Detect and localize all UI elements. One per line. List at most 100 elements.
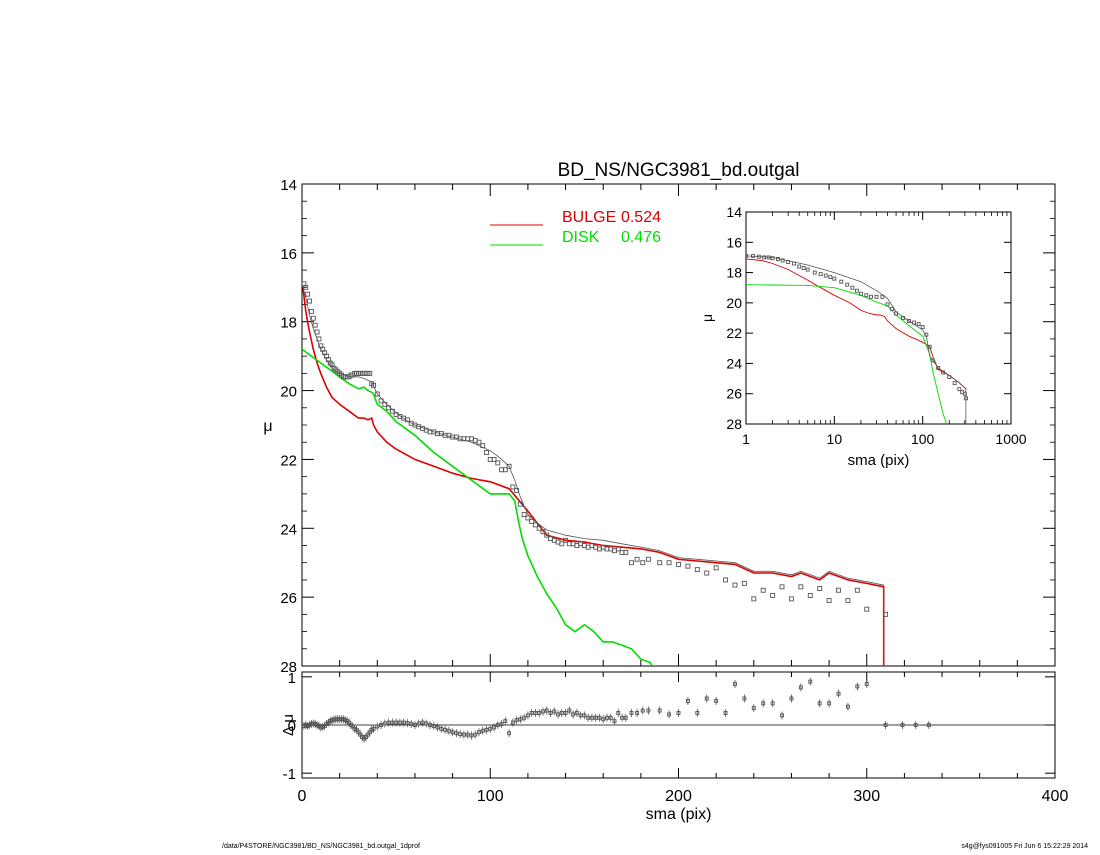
residual-data-point — [559, 711, 564, 715]
inset-data-point — [756, 254, 761, 259]
residual-data-point — [533, 711, 538, 715]
main-data-point — [563, 537, 568, 543]
main-data-point — [525, 515, 531, 521]
main-data-point — [374, 391, 380, 397]
residual-y-axis-label: Δ μ — [280, 714, 297, 736]
x-tick-label: 100 — [477, 788, 504, 805]
main-bulge-line — [302, 287, 885, 666]
inset-data-point — [766, 255, 771, 260]
main-data-point — [615, 546, 621, 552]
residual-data-point — [390, 720, 395, 725]
y-tick-label: 28 — [280, 659, 297, 676]
residual-data-point — [488, 726, 493, 731]
inset-data-point — [901, 316, 906, 320]
main-data-point — [836, 587, 841, 593]
main-data-point — [305, 291, 311, 297]
legend-bulge-value: 0.524 — [621, 209, 661, 226]
inset-data-point — [812, 270, 817, 275]
inset-data-point — [864, 293, 869, 298]
residual-data-point — [864, 682, 869, 686]
residual-data-point — [574, 711, 579, 715]
residual-data-point — [458, 732, 463, 737]
residual-data-point — [477, 730, 481, 735]
inset-data-point — [964, 396, 969, 401]
residual-data-point — [685, 698, 690, 703]
inset-y-tick-label: 24 — [726, 355, 742, 371]
y-tick-label: 24 — [280, 521, 297, 538]
main-data-point — [676, 561, 681, 567]
y-tick-label: 14 — [280, 177, 297, 194]
residual-data-point — [601, 717, 606, 722]
main-data-point — [864, 606, 870, 612]
main-data-point — [817, 586, 823, 591]
residual-data-point — [446, 728, 451, 733]
inset-disk-line — [746, 284, 947, 424]
inset-data-point — [927, 344, 932, 349]
main-data-point — [521, 512, 527, 517]
residual-data-point — [495, 723, 500, 727]
residual-data-point — [646, 708, 651, 713]
residual-data-point — [620, 715, 624, 720]
inset-data-point — [786, 260, 791, 264]
residual-data-point — [714, 698, 719, 703]
inset-data-point — [962, 391, 967, 396]
main-data-point — [484, 450, 489, 455]
main-data-point — [666, 560, 672, 566]
residual-data-point — [397, 720, 402, 725]
inset-data-point — [916, 322, 921, 327]
residual-data-point — [563, 711, 568, 715]
inset-data-point — [947, 375, 952, 380]
inset-y-tick-label: 20 — [726, 295, 742, 311]
x-tick-label: 300 — [853, 788, 880, 805]
inset-data-point — [792, 261, 797, 266]
inset-data-point — [850, 285, 855, 290]
main-data-point — [480, 443, 486, 449]
inset-x-tick-label: 10 — [827, 431, 843, 447]
main-data-point — [495, 460, 501, 466]
residual-data-point — [593, 715, 598, 720]
inset-y-tick-label: 18 — [726, 265, 742, 281]
main-data-point — [713, 565, 719, 571]
main-disk-line — [302, 348, 653, 666]
main-data-point — [704, 570, 710, 576]
residual-data-point — [817, 701, 822, 706]
main-data-point — [308, 308, 314, 314]
main-data-point — [685, 563, 691, 569]
main-data-point — [723, 577, 729, 583]
main-data-point — [382, 401, 388, 407]
residual-data-point — [465, 732, 470, 737]
residual-data-point — [514, 718, 519, 723]
main-data-point — [506, 463, 512, 469]
residual-data-point — [751, 706, 756, 711]
residual-data-point — [405, 721, 410, 726]
y-tick-label: 22 — [280, 452, 297, 469]
main-data-point — [310, 315, 316, 321]
main-data-point — [807, 592, 813, 598]
main-data-point — [770, 592, 776, 598]
main-data-point — [751, 596, 757, 602]
residual-data-point — [529, 711, 534, 715]
residual-data-point — [855, 684, 860, 689]
residual-data-point — [567, 708, 572, 713]
inset-model-total-line — [746, 255, 967, 424]
inset-data-point — [936, 366, 941, 370]
y-tick-label: 26 — [280, 590, 297, 607]
residual-data-point — [522, 715, 527, 720]
residual-data-point — [845, 704, 850, 709]
main-data-point — [502, 467, 508, 473]
residual-data-point — [676, 711, 681, 715]
residual-data-point — [780, 713, 784, 718]
y-tick-label: -1 — [283, 766, 296, 783]
main-data-point — [386, 405, 392, 411]
y-tick-label: 1 — [288, 670, 296, 687]
main-data-point — [316, 336, 322, 342]
residual-data-point — [926, 723, 931, 727]
inset-y-tick-label: 14 — [726, 204, 742, 220]
inset-data-point — [854, 288, 859, 293]
inset-data-point — [924, 332, 929, 337]
residual-data-point — [507, 731, 512, 736]
main-data-point — [826, 598, 832, 604]
main-data-point — [314, 329, 320, 335]
inset-data-point — [894, 311, 899, 316]
inset-data-point — [941, 370, 945, 375]
